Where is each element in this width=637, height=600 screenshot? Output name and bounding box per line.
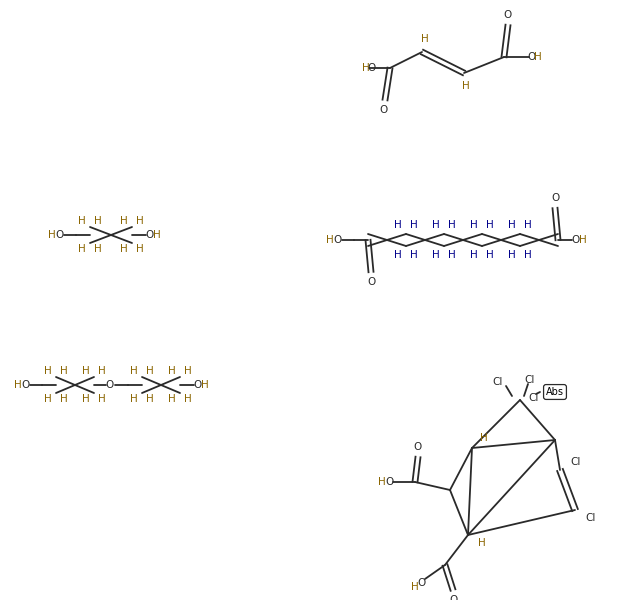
Text: H: H <box>136 244 144 254</box>
Text: O: O <box>22 380 30 390</box>
Text: O: O <box>145 230 153 240</box>
Text: O: O <box>386 477 394 487</box>
Text: O: O <box>528 52 536 62</box>
Text: H: H <box>432 220 440 230</box>
Text: H: H <box>184 366 192 376</box>
Text: H: H <box>470 250 478 260</box>
Text: O: O <box>571 235 579 245</box>
Text: H: H <box>48 230 56 240</box>
Text: H: H <box>478 538 486 548</box>
Text: H: H <box>60 394 68 404</box>
Text: H: H <box>98 394 106 404</box>
Text: H: H <box>98 366 106 376</box>
Text: H: H <box>486 250 494 260</box>
Text: H: H <box>201 380 209 390</box>
Text: H: H <box>524 250 532 260</box>
Text: H: H <box>78 244 86 254</box>
Text: O: O <box>379 105 387 115</box>
Text: H: H <box>168 366 176 376</box>
Text: H: H <box>120 244 128 254</box>
Text: O: O <box>367 277 375 287</box>
Text: H: H <box>153 230 161 240</box>
Text: Cl: Cl <box>571 457 581 467</box>
Text: H: H <box>448 250 456 260</box>
Text: H: H <box>44 366 52 376</box>
Text: H: H <box>394 220 402 230</box>
Text: O: O <box>418 578 426 588</box>
Text: H: H <box>94 216 102 226</box>
Text: H: H <box>82 394 90 404</box>
Text: H: H <box>421 34 429 44</box>
Text: H: H <box>184 394 192 404</box>
Text: H: H <box>394 250 402 260</box>
Text: H: H <box>94 244 102 254</box>
Text: H: H <box>411 582 419 592</box>
Text: O: O <box>414 442 422 452</box>
Text: O: O <box>193 380 201 390</box>
Text: H: H <box>480 433 488 443</box>
Text: H: H <box>146 366 154 376</box>
Text: H: H <box>130 366 138 376</box>
Text: H: H <box>44 394 52 404</box>
Text: Abs: Abs <box>546 387 564 397</box>
Text: O: O <box>56 230 64 240</box>
Text: H: H <box>579 235 587 245</box>
Text: H: H <box>534 52 542 62</box>
Text: H: H <box>326 235 334 245</box>
Text: O: O <box>551 193 559 203</box>
Text: O: O <box>449 595 457 600</box>
Text: H: H <box>136 216 144 226</box>
Text: H: H <box>78 216 86 226</box>
Text: O: O <box>368 63 376 73</box>
Text: H: H <box>60 366 68 376</box>
Text: Cl: Cl <box>525 375 535 385</box>
Text: Cl: Cl <box>529 393 539 403</box>
Text: H: H <box>168 394 176 404</box>
Text: H: H <box>378 477 386 487</box>
Text: H: H <box>82 366 90 376</box>
Text: H: H <box>362 63 370 73</box>
Text: Cl: Cl <box>586 513 596 523</box>
Text: H: H <box>146 394 154 404</box>
Text: H: H <box>486 220 494 230</box>
Text: H: H <box>508 250 516 260</box>
Text: H: H <box>130 394 138 404</box>
Text: H: H <box>432 250 440 260</box>
Text: H: H <box>410 220 418 230</box>
Text: O: O <box>334 235 342 245</box>
Text: H: H <box>462 81 470 91</box>
Text: H: H <box>448 220 456 230</box>
Text: H: H <box>470 220 478 230</box>
Text: H: H <box>508 220 516 230</box>
Text: O: O <box>504 10 512 20</box>
Text: H: H <box>14 380 22 390</box>
Text: O: O <box>106 380 114 390</box>
Text: H: H <box>120 216 128 226</box>
Text: H: H <box>410 250 418 260</box>
Text: H: H <box>524 220 532 230</box>
Text: Cl: Cl <box>493 377 503 387</box>
